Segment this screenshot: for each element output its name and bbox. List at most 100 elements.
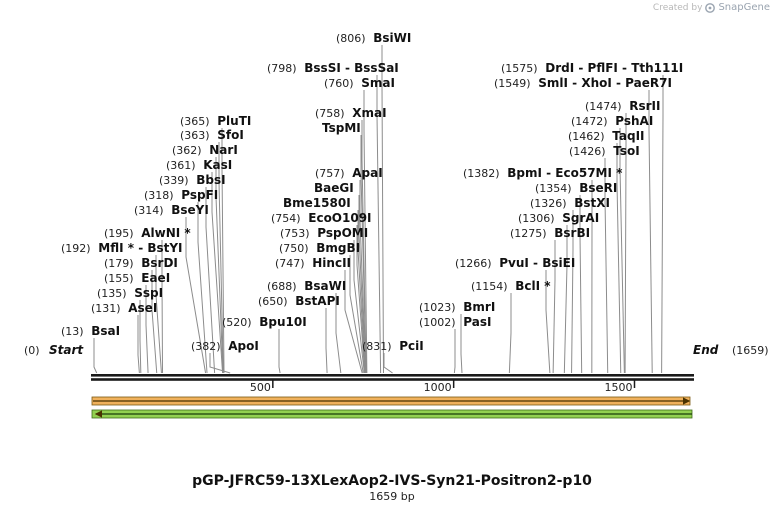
site-label-sspi[interactable]: (135) SspI (97, 286, 163, 300)
site-label-bstapi[interactable]: (650) BstAPI (258, 294, 340, 308)
site-label-bsiwi[interactable]: (806) BsiWI (336, 31, 411, 45)
start-position: (0) (24, 344, 40, 357)
site-label-bstxi[interactable]: (1326) BstXI (530, 196, 610, 210)
site-label-bbsi[interactable]: (339) BbsI (159, 173, 226, 187)
site-label-pspomi[interactable]: (753) PspOMI (280, 226, 368, 240)
site-name: BaeGI (314, 181, 354, 195)
site-line-asei (137, 315, 140, 374)
site-position: (1382) (463, 167, 503, 180)
site-label-baegi[interactable]: BaeGI (314, 181, 354, 195)
site-label-sgrai[interactable]: (1306) SgrAI (518, 211, 599, 225)
site-position: (1354) (535, 182, 575, 195)
site-label-bsrdi[interactable]: (179) BsrDI (104, 256, 178, 270)
site-line-tsoi (604, 158, 609, 374)
site-line-hincii (344, 270, 363, 374)
site-label-pluti[interactable]: (365) PluTI (180, 114, 251, 128)
site-name: SgrAI (558, 211, 599, 225)
site-label-hincii[interactable]: (747) HincII (275, 256, 351, 270)
site-name: SspI (130, 286, 163, 300)
site-label-pasi[interactable]: (1002) PasI (419, 315, 491, 329)
site-label-drdi-pflfi-tth111i[interactable]: (1575) DrdI - PflFI - Tth111I (501, 61, 683, 75)
site-label-asei[interactable]: (131) AseI (91, 301, 157, 315)
site-line-ecoo109i (356, 225, 366, 374)
site-label-pcii[interactable]: (831) PciI (362, 339, 424, 353)
reverse-feature[interactable] (91, 409, 693, 419)
site-name: BsrDI (137, 256, 178, 270)
end-label: End (693, 343, 719, 357)
site-label-bsssi-bsssai[interactable]: (798) BssSI - BssSaI (267, 61, 399, 75)
site-label-alwni[interactable]: (195) AlwNI * (104, 226, 191, 240)
site-label-smai[interactable]: (760) SmaI (324, 76, 395, 90)
site-name: SfoI (213, 128, 244, 142)
site-label-kasi[interactable]: (361) KasI (166, 158, 232, 172)
site-name: TaqII (608, 129, 644, 143)
site-line-rsrii (624, 113, 627, 374)
site-position: (179) (104, 257, 137, 270)
site-line-bsrdi (151, 270, 158, 374)
site-label-mfli-bstyi[interactable]: (192) MflI * - BstYI (61, 241, 183, 255)
site-label-sfoi[interactable]: (363) SfoI (180, 128, 244, 142)
site-label-tspmi[interactable]: TspMI (322, 121, 361, 135)
site-label-bseri[interactable]: (1354) BseRI (535, 181, 617, 195)
site-position: (339) (159, 174, 192, 187)
site-position: (361) (166, 159, 199, 172)
site-name: SmaI (357, 76, 395, 90)
snapgene-badge: Created by SnapGene (653, 2, 770, 13)
site-label-apai[interactable]: (757) ApaI (315, 166, 383, 180)
site-position: (362) (172, 144, 205, 157)
site-label-bseyi[interactable]: (314) BseYI (134, 203, 209, 217)
site-position: (754) (271, 212, 304, 225)
site-label-bpmi-eco57mi[interactable]: (1382) BpmI - Eco57MI * (463, 166, 623, 180)
site-position: (195) (104, 227, 137, 240)
site-label-nari[interactable]: (362) NarI (172, 143, 238, 157)
site-position: (1326) (530, 197, 570, 210)
site-position: (1474) (585, 100, 625, 113)
site-label-eaei[interactable]: (155) EaeI (104, 271, 170, 285)
site-position: (688) (267, 280, 300, 293)
site-label-bmgbi[interactable]: (750) BmgBI (279, 241, 360, 255)
site-line-pvui-bsiei (545, 270, 551, 374)
snapgene-logo-icon (705, 2, 716, 13)
site-name: RsrII (625, 99, 660, 113)
site-name: HincII (308, 256, 351, 270)
site-label-smli-xhoi-paer7i[interactable]: (1549) SmlI - XhoI - PaeR7I (494, 76, 672, 90)
site-position: (314) (134, 204, 167, 217)
site-label-bme1580i[interactable]: Bme1580I (283, 196, 351, 210)
site-label-tsoi[interactable]: (1426) TsoI (569, 144, 640, 158)
site-label-bsrbi[interactable]: (1275) BsrBI (510, 226, 590, 240)
site-label-bcli[interactable]: (1154) BclI * (471, 279, 551, 293)
site-line-smli-xhoi-paer7i (648, 90, 653, 374)
forward-feature[interactable] (91, 396, 691, 406)
site-label-rsrii[interactable]: (1474) RsrII (585, 99, 661, 113)
site-name: BsaI (87, 324, 120, 338)
site-label-pvui-bsiei[interactable]: (1266) PvuI - BsiEI (455, 256, 575, 270)
site-position: (135) (97, 287, 130, 300)
site-line-drdi-pflfi-tth111i (661, 75, 664, 374)
site-label-ecoo109i[interactable]: (754) EcoO109I (271, 211, 372, 225)
site-name: KasI (199, 158, 232, 172)
site-label-bpu10i[interactable]: (520) Bpu10I (222, 315, 307, 329)
site-position: (1426) (569, 145, 609, 158)
site-line-pspfi (197, 202, 208, 374)
site-name: BpmI - Eco57MI * (503, 166, 623, 180)
site-name: BstAPI (291, 294, 340, 308)
site-label-xmai[interactable]: (758) XmaI (315, 106, 387, 120)
site-line-bstapi (325, 308, 328, 374)
site-line-bstxi (571, 210, 574, 374)
site-line-bseyi (185, 217, 207, 374)
site-label-bmri[interactable]: (1023) BmrI (419, 300, 495, 314)
site-label-bsai[interactable]: (13) BsaI (61, 324, 120, 338)
tick-label-1500: 1500 (604, 381, 632, 394)
site-label-taqii[interactable]: (1462) TaqII (568, 129, 645, 143)
site-line-sfoi (218, 142, 224, 374)
site-name: XmaI (348, 106, 387, 120)
site-label-pshai[interactable]: (1472) PshAI (571, 114, 653, 128)
site-line-bsiwi (381, 45, 385, 374)
site-label-bsawi[interactable]: (688) BsaWI (267, 279, 346, 293)
site-line-kasi (211, 172, 224, 374)
site-line-bme1580i (357, 210, 366, 374)
site-name: Bme1580I (283, 196, 351, 210)
site-label-pspfi[interactable]: (318) PspFI (144, 188, 218, 202)
site-label-apoi[interactable]: (382) ApoI (191, 339, 259, 353)
site-position: (155) (104, 272, 137, 285)
